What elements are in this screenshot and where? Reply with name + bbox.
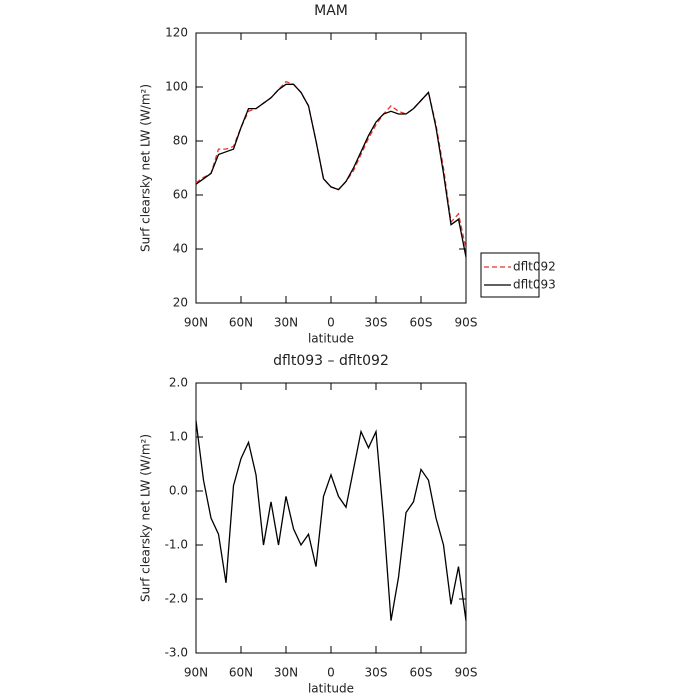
y-tick-label: 60 <box>173 188 188 202</box>
y-tick-label: 1.0 <box>169 430 188 444</box>
y-axis-label: Surf clearsky net LW (W/m²) <box>139 84 153 252</box>
series-line <box>195 83 467 258</box>
chart-title: MAM <box>314 3 348 19</box>
plot-frame <box>195 32 467 304</box>
x-tick-label: 60N <box>229 666 253 680</box>
y-tick-label: 20 <box>173 296 188 310</box>
series-line <box>195 80 467 250</box>
x-tick-label: 30N <box>274 666 298 680</box>
y-tick-label: 2.0 <box>169 376 188 390</box>
y-tick-label: 40 <box>173 242 188 256</box>
y-tick-label: 0.0 <box>169 484 188 498</box>
x-axis-label: latitude <box>308 682 354 696</box>
x-axis-label: latitude <box>308 332 354 346</box>
legend-label: dflt093 <box>513 278 556 292</box>
x-tick-label: 60S <box>410 316 433 330</box>
legend-label: dflt092 <box>513 260 556 274</box>
data-line <box>195 420 467 621</box>
y-tick-label: -2.0 <box>165 592 188 606</box>
y-tick-label: 100 <box>165 80 188 94</box>
y-tick-label: -1.0 <box>165 538 188 552</box>
x-tick-label: 30S <box>365 666 388 680</box>
x-tick-label: 90N <box>184 666 208 680</box>
x-tick-label: 60N <box>229 316 253 330</box>
x-tick-label: 60S <box>410 666 433 680</box>
x-tick-label: 90S <box>455 666 478 680</box>
x-tick-label: 90S <box>455 316 478 330</box>
y-axis-label: Surf clearsky net LW (W/m²) <box>139 434 153 602</box>
x-tick-label: 0 <box>327 316 335 330</box>
y-tick-label: -3.0 <box>165 646 188 660</box>
plot-frame <box>195 382 467 654</box>
x-tick-label: 30N <box>274 316 298 330</box>
x-tick-label: 0 <box>327 666 335 680</box>
y-tick-label: 120 <box>165 26 188 40</box>
legend-box <box>480 252 540 298</box>
x-tick-label: 30S <box>365 316 388 330</box>
y-tick-label: 80 <box>173 134 188 148</box>
x-tick-label: 90N <box>184 316 208 330</box>
chart-title: dflt093 – dflt092 <box>273 353 389 369</box>
